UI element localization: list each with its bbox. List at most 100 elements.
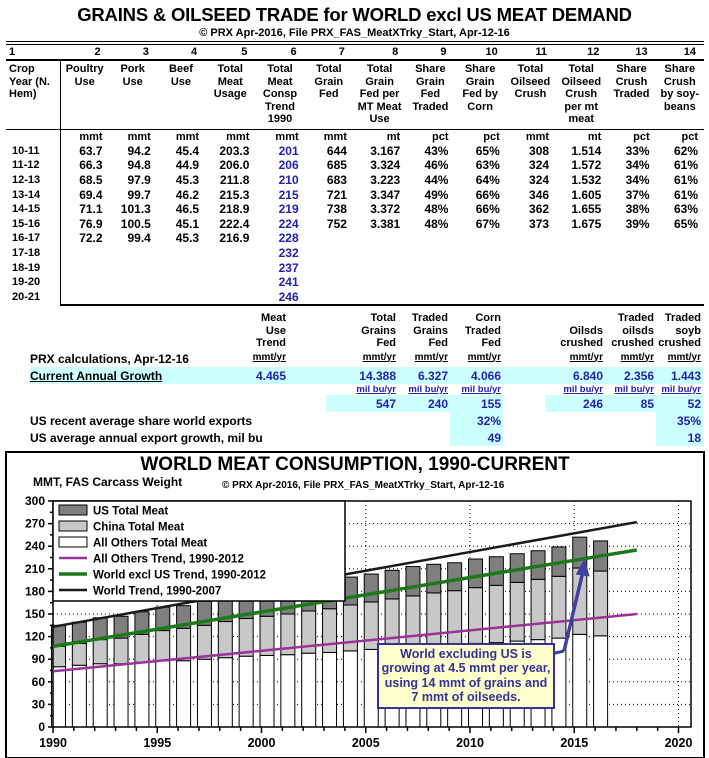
column-number: 12: [555, 44, 608, 61]
value-cell: 224: [278, 216, 299, 231]
unit-mmt-per-yr: mmt/yr: [667, 351, 701, 363]
crop-year-cell: 19-20: [6, 274, 61, 290]
crop-year-cell: 17-18: [6, 245, 61, 261]
value-cell: [454, 231, 505, 246]
value-cell: 346: [529, 187, 550, 202]
column-number: 5: [205, 44, 256, 61]
header-line: Crush: [565, 88, 598, 100]
value-cell: 203.3: [219, 143, 250, 158]
x-tick-label: 1995: [143, 736, 171, 750]
header-line: Traded: [412, 100, 449, 113]
value-cell: [305, 275, 353, 290]
bar-segment: [155, 659, 171, 728]
bar-segment: [196, 624, 212, 660]
spacer: [288, 366, 326, 384]
bar-segment: [572, 633, 588, 728]
value-cell: 62%: [673, 143, 698, 158]
value-cell: 61%: [673, 187, 698, 202]
calc-column-header: Meat Use Trend: [222, 312, 288, 350]
annotation-arrowhead: [575, 558, 590, 577]
unit-mmt-per-yr: mmt/yr: [414, 351, 448, 363]
value-cell: [454, 289, 506, 307]
meat-consumption-chart-panel: WORLD MEAT CONSUMPTION, 1990-CURRENT MMT…: [5, 450, 705, 758]
value-cell: 65%: [673, 216, 698, 231]
header-line: beans: [663, 100, 696, 113]
header-line: Grains: [361, 324, 396, 337]
header-line: Traded: [617, 312, 654, 325]
value-cell: 49%: [424, 187, 449, 202]
bar-segment: [488, 584, 504, 643]
header-line: Share: [464, 63, 496, 75]
unit-cell: mmt: [226, 131, 250, 143]
header-line: Total: [517, 63, 544, 75]
bar-segment: [92, 638, 108, 664]
header-line: Corn: [475, 312, 501, 325]
value-cell: 34%: [625, 158, 650, 173]
header-line: Fed by: [462, 88, 498, 100]
y-tick-label: 0: [38, 720, 45, 734]
header-line: Fed: [481, 337, 501, 350]
value-cell: 68.5: [79, 172, 103, 187]
value-cell: 67%: [475, 216, 500, 231]
header-line: Consp: [262, 88, 298, 100]
table-row: 19-20 241: [6, 274, 704, 290]
value-cell: [60, 260, 108, 275]
value-cell: [454, 246, 505, 261]
column-number: 2: [60, 44, 109, 61]
bar-segment: [384, 569, 400, 599]
value-cell: [109, 246, 157, 261]
milbu-value: 246: [545, 394, 605, 412]
value-cell: 61%: [673, 172, 698, 187]
value-cell: [60, 275, 108, 290]
header-line: Grain: [365, 75, 394, 88]
value-cell: [305, 246, 353, 261]
column-header: Share Grain Fed by Corn: [454, 60, 506, 130]
crop-year-cell: 16-17: [6, 231, 61, 246]
value-cell: 3.347: [370, 187, 401, 202]
value-cell: 685: [326, 158, 347, 173]
us-share-corn-value: 32%: [450, 411, 503, 429]
value-cell: 1.655: [571, 202, 602, 217]
header-line: Grain: [314, 75, 344, 88]
value-cell: 101.3: [120, 202, 151, 217]
bar-segment: [405, 594, 421, 648]
header-line: Fed: [376, 337, 396, 350]
growth-value: 1.443: [656, 366, 703, 384]
unit-mil-bu-per-yr: mil bu/yr: [614, 383, 654, 395]
legend-swatch-4: [59, 556, 87, 559]
growth-value: 4.465: [222, 366, 288, 384]
header-line: Pork: [120, 63, 145, 75]
us-share-exports-label: US recent average share world exports: [30, 413, 253, 428]
column-number: 14: [655, 44, 704, 61]
legend-label: World Trend, 1990-2007: [93, 585, 221, 597]
header-line: MT Meat: [357, 100, 402, 113]
value-cell: 72.2: [79, 231, 103, 246]
value-cell: [505, 289, 556, 307]
calc-column-header: Traded Grains Fed: [398, 312, 450, 350]
calc-section: Meat Use Trend Total Grains Fed Traded Grains Fe…: [30, 312, 703, 446]
value-cell: 46.5: [175, 202, 200, 217]
bar-segment: [509, 581, 525, 642]
header-line: Oilseed: [561, 75, 602, 88]
spacer: [503, 366, 545, 384]
value-cell: [353, 260, 406, 275]
value-cell: [607, 231, 655, 246]
value-cell: 66%: [475, 187, 500, 202]
calc-column-header: Total Grains Fed: [326, 312, 398, 350]
value-cell: [506, 231, 555, 246]
page-subtitle: © PRX Apr-2016, File PRX_FAS_MeatXTrky_S…: [199, 27, 510, 39]
unit-cell: pct: [633, 131, 650, 143]
milbu-value: 85: [605, 394, 656, 412]
value-cell: [305, 231, 353, 246]
bar-segment: [92, 662, 108, 728]
value-cell: 1.572: [571, 158, 602, 173]
column-header: Share Crush Traded: [607, 60, 656, 130]
unit-mil-bu-per-yr: mil bu/yr: [661, 383, 701, 395]
y-tick-label: 90: [32, 652, 46, 666]
bar-segment: [134, 633, 150, 663]
y-tick-label: 300: [25, 494, 45, 508]
header-line: Beef: [169, 63, 193, 75]
value-cell: 1.675: [571, 216, 602, 231]
bar-segment: [71, 642, 87, 666]
milbu-value: 240: [398, 394, 450, 412]
